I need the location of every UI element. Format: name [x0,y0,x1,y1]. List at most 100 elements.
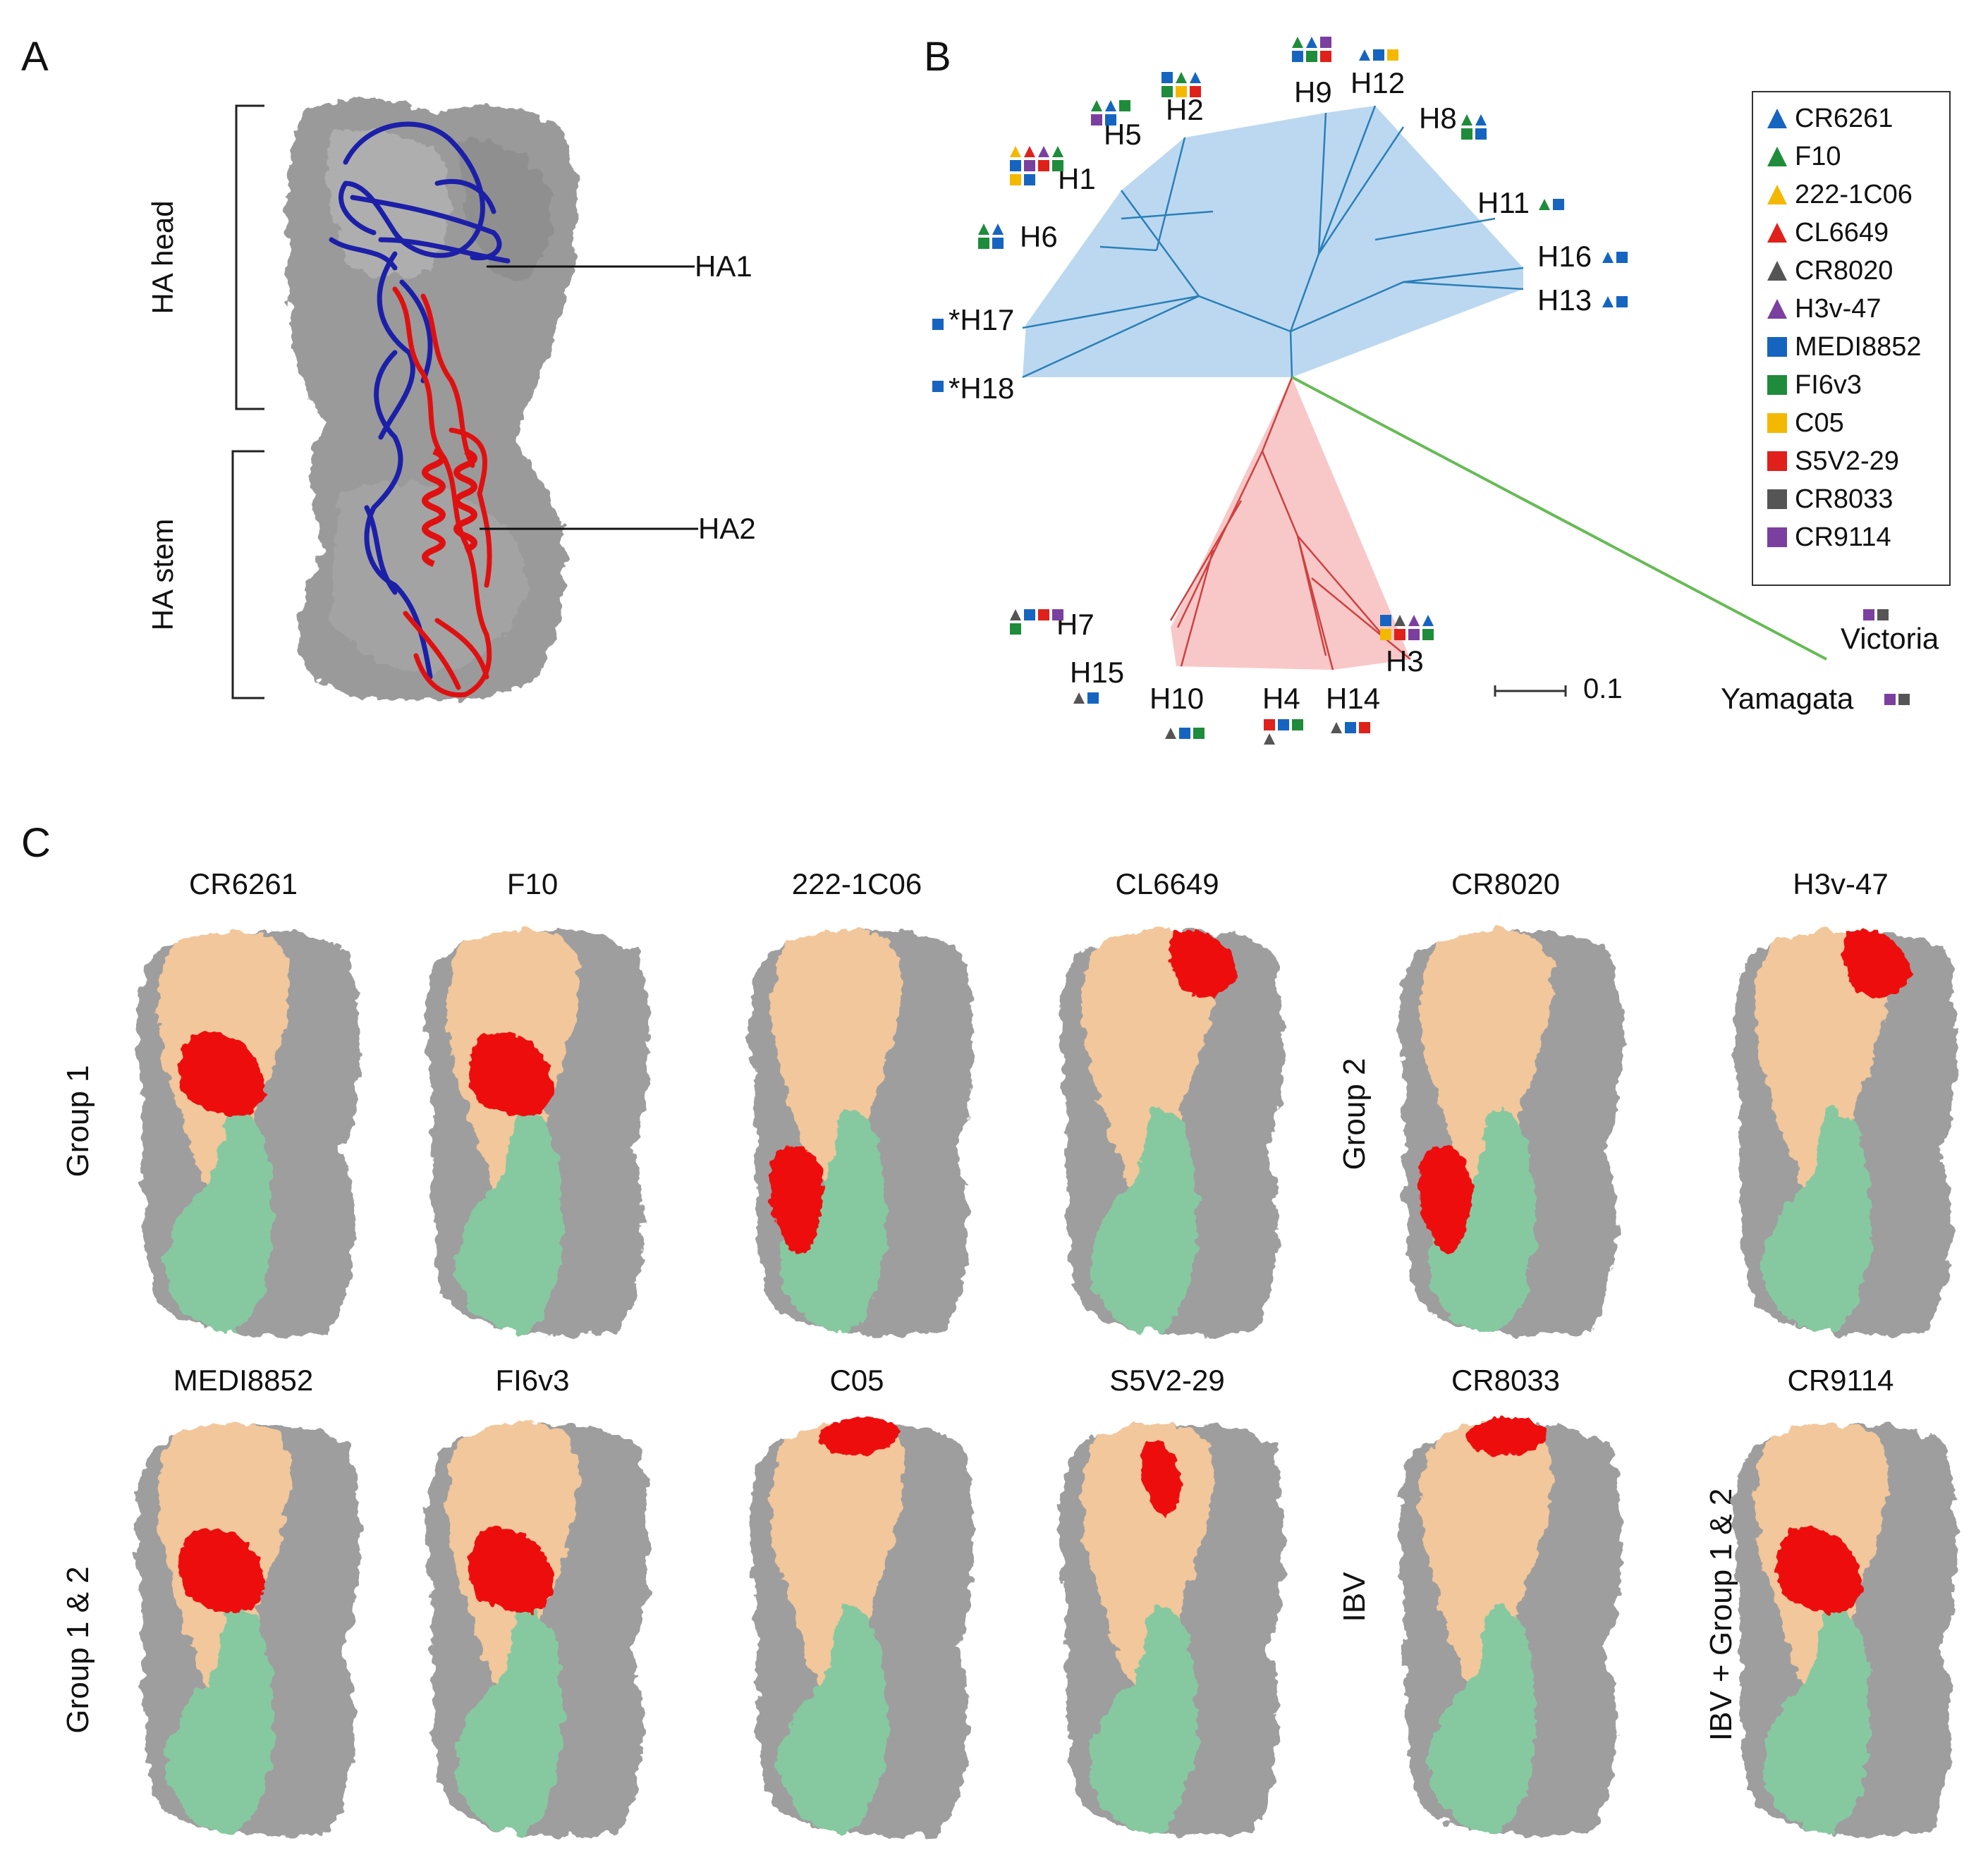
surface-shape [425,929,650,1335]
tree-tip: H11 [1477,186,1564,219]
tip-square-marker [1292,51,1303,62]
legend-item: CR6261 [1767,104,1893,133]
tip-square-marker [1373,49,1384,61]
ha2-surface [1090,1604,1197,1833]
legend-label: S5V2-29 [1795,446,1899,476]
tip-square-marker [1394,629,1405,640]
tree-tip: H8 [1419,102,1487,140]
tip-triangle-marker [1408,615,1420,626]
structure-grid: CR6261 F10 222-1C06 CL6649 CR8020 H3v-47 MEDI8… [136,867,1958,1836]
tip-square-marker [1010,623,1021,635]
tip-square-marker [1024,609,1035,620]
tree-tip: *H18 [932,372,1014,405]
legend-item: F10 [1767,142,1841,171]
tip-square-marker [1024,160,1035,171]
tree-tip: H10 [1149,682,1205,739]
scale-bar: 0.1 [1494,673,1623,704]
antibody-structure: H3v-47 [1733,867,1958,1335]
tree-tip: H13 [1537,283,1628,317]
legend-item: CR9114 [1767,522,1891,552]
legend-label: C05 [1795,408,1844,438]
scale-label: 0.1 [1583,673,1623,704]
row-label-group2: Group 2 [1337,1058,1372,1170]
antibody-name: FI6v3 [495,1364,569,1397]
legend-square-marker [1767,527,1787,547]
tip-triangle-marker [1264,733,1275,745]
tip-square-marker [978,238,989,249]
epitope-group [1418,1146,1472,1254]
row-label-group1: Group 1 [61,1065,95,1177]
tip-label: H2 [1166,93,1204,126]
ha1-surface [1420,1423,1552,1694]
tip-square-marker [1408,629,1420,640]
epitope-group [1776,1527,1862,1613]
legend-square-marker [1767,489,1787,509]
tip-square-marker [1553,199,1564,210]
epitope-group [1468,1417,1548,1456]
tip-square-marker [1264,719,1275,730]
tip-square-marker [1161,86,1173,97]
tip-triangle-marker [1306,37,1317,48]
ha1-surface [772,1423,903,1694]
ha2-surface [1763,1604,1871,1833]
tree-tip: H2 [1161,72,1204,126]
tree-tip: Yamagata [1721,682,1910,715]
legend: CR6261 F10 222-1C06 CL6649 CR8020 H3v-47 MEDI8… [1752,91,1951,586]
tip-label: H12 [1350,66,1405,99]
antibody-structure: FI6v3 [425,1364,650,1836]
tip-label: H15 [1070,656,1124,689]
epitope-patch [769,1146,824,1254]
antibody-name: C05 [829,1364,884,1397]
tree-tip: H4 [1262,682,1303,745]
ha2-surface [1763,1108,1871,1333]
ha1-surface [1420,929,1552,1195]
panel-c-letter: C [21,820,51,866]
tip-triangle-marker [1461,114,1472,126]
tip-square-marker [1038,160,1049,171]
tip-label: *H18 [949,372,1014,405]
ha2-label: HA2 [698,512,756,545]
tip-triangle-marker [1422,615,1434,626]
tip-triangle-marker [1475,114,1487,126]
tip-square-marker [1292,719,1303,730]
legend-label: CR8020 [1795,256,1893,286]
ha2-surface [779,1604,887,1833]
tip-label: H10 [1149,682,1204,715]
ha1-surface [772,929,903,1195]
antibody-name: S5V2-29 [1109,1364,1224,1397]
legend-triangle-marker [1767,147,1787,166]
surface-shape [1398,1423,1623,1836]
tree-tip: H15 [1070,656,1124,704]
tip-label: H8 [1419,102,1457,135]
tip-square-marker [1038,609,1049,620]
legend-triangle-marker [1767,223,1787,243]
tip-square-marker [1193,728,1205,739]
ha-head-label: HA head [146,200,179,314]
legend-label: FI6v3 [1795,370,1862,400]
tip-square-marker [1345,722,1356,733]
legend-label: CR8033 [1795,484,1893,514]
legend-square-marker [1767,413,1787,433]
legend-triangle-marker [1767,261,1787,281]
legend-square-marker [1767,337,1787,357]
tip-label: H11 [1477,186,1530,219]
tip-square-marker [1422,629,1434,640]
row-label-group1-2: Group 1 & 2 [61,1566,95,1733]
antibody-structure: CL6649 [1060,867,1284,1335]
surface-shape [750,929,974,1335]
epitope-patch [1141,1440,1181,1516]
tip-triangle-marker [1073,692,1085,704]
epitope-group [1141,1440,1181,1516]
surface-shape [425,1423,650,1836]
tip-square-marker [1010,174,1021,185]
ha2-helix [422,448,477,568]
surface-shape [1398,929,1623,1335]
tip-label: Yamagata [1721,682,1854,715]
legend-label: MEDI8852 [1795,332,1922,362]
legend-item: CR8033 [1767,484,1893,514]
tip-label: H13 [1537,283,1592,317]
tip-square-marker [1119,100,1130,111]
epitope-patch [819,1417,899,1456]
legend-label: F10 [1795,142,1841,171]
tree-tip: H3 [1380,615,1434,678]
